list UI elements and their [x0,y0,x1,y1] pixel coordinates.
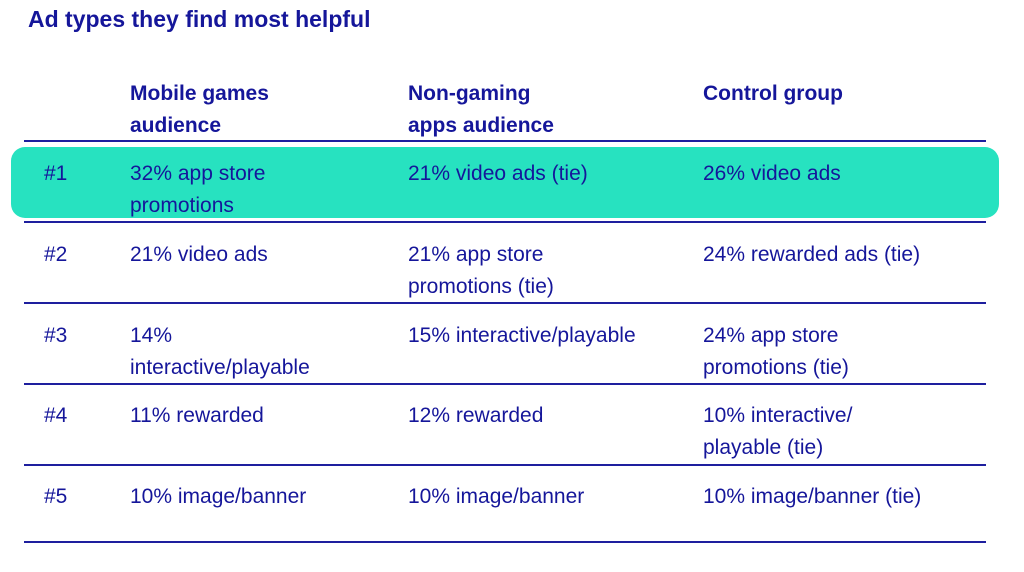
column-header-mobile-games: Mobile games audience [130,78,380,142]
column-header-line: Mobile games [130,82,269,105]
cell-line: 15% interactive/playable [408,324,636,347]
cell-line: 21% app store [408,243,544,266]
control-cell: 26% video ads [703,158,1003,190]
rank-label: #2 [44,243,68,266]
cell-line: 10% image/banner [130,485,307,508]
cell-line: 11% rewarded [130,404,264,427]
cell-line: 24% rewarded ads (tie) [703,243,921,266]
non-gaming-cell: 12% rewarded [408,400,688,432]
mobile-games-cell: 21% video ads [130,239,380,271]
control-cell: 10% image/banner (tie) [703,481,1003,513]
mobile-games-cell: 32% app store promotions [130,158,380,222]
rank-label: #5 [44,485,68,508]
control-cell: 24% app store promotions (tie) [703,320,1003,384]
rank-label: #1 [44,162,68,185]
non-gaming-cell: 10% image/banner [408,481,688,513]
cell-line: interactive/playable [130,356,310,379]
cell-line: 10% image/banner [408,485,585,508]
row-divider [24,302,986,304]
cell-line: promotions (tie) [408,275,554,298]
control-cell: 10% interactive/ playable (tie) [703,400,1003,464]
header-divider [24,140,986,142]
cell-line: 24% app store [703,324,839,347]
cell-line: promotions (tie) [703,356,849,379]
cell-line: 12% rewarded [408,404,544,427]
cell-line: 14% [130,324,173,347]
column-header-line: apps audience [408,114,554,137]
table-bottom-rule [24,541,986,543]
mobile-games-cell: 14% interactive/playable [130,320,380,384]
row-divider [24,383,986,385]
cell-line: playable (tie) [703,436,824,459]
rank-label: #4 [44,404,68,427]
cell-line: 21% video ads (tie) [408,162,588,185]
non-gaming-cell: 21% app store promotions (tie) [408,239,688,303]
mobile-games-cell: 10% image/banner [130,481,380,513]
cell-line: promotions [130,194,234,217]
cell-line: 21% video ads [130,243,268,266]
column-header-line: Non-gaming [408,82,531,105]
cell-line: 10% interactive/ [703,404,853,427]
control-cell: 24% rewarded ads (tie) [703,239,1003,271]
column-header-control-group: Control group [703,78,1003,110]
mobile-games-cell: 11% rewarded [130,400,380,432]
non-gaming-cell: 21% video ads (tie) [408,158,688,190]
rank-label: #3 [44,324,68,347]
cell-line: 26% video ads [703,162,841,185]
top-rank-highlight [11,147,999,218]
row-divider [24,464,986,466]
page-title: Ad types they find most helpful [28,6,371,32]
cell-line: 32% app store [130,162,266,185]
cell-line: 10% image/banner (tie) [703,485,922,508]
column-header-line: audience [130,114,222,137]
row-divider [24,221,986,223]
non-gaming-cell: 15% interactive/playable [408,320,688,352]
column-header-non-gaming: Non-gaming apps audience [408,78,688,142]
column-header-line: Control group [703,82,843,105]
